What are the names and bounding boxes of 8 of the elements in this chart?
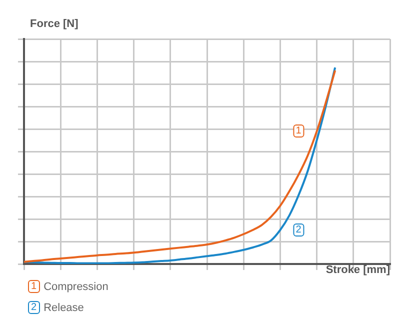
text: 1 (31, 281, 37, 292)
annotation: 1 (292, 124, 304, 138)
legend-label: Release (44, 302, 84, 314)
text: 2 (31, 302, 37, 313)
y-axis-title: Force [N] (30, 18, 78, 30)
legend-label: Compression (44, 280, 108, 292)
x-axis-title: Stroke [mm] (326, 264, 390, 276)
annotation: 2 (292, 224, 304, 236)
